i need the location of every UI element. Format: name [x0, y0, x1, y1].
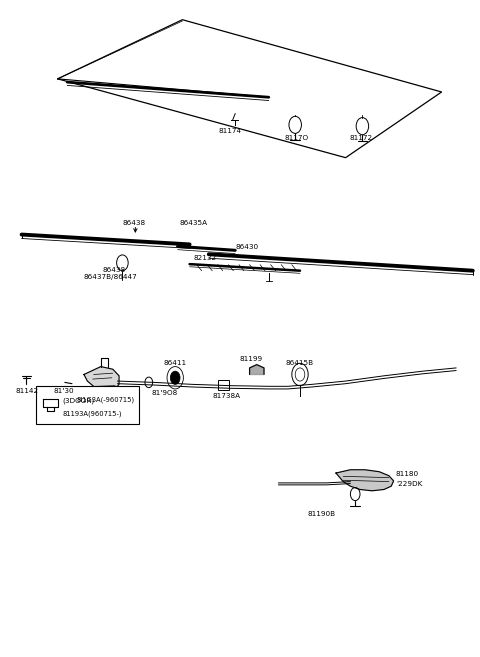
Text: 8117O: 8117O: [284, 135, 308, 141]
Text: 81738A: 81738A: [213, 393, 241, 399]
Bar: [218, 380, 229, 390]
Bar: [36, 386, 139, 424]
Text: 86411: 86411: [163, 360, 186, 367]
Text: 86435A: 86435A: [180, 220, 208, 227]
Text: 86437B/86447: 86437B/86447: [84, 274, 138, 281]
Text: 81172: 81172: [349, 135, 372, 141]
Text: 81190B: 81190B: [307, 510, 336, 517]
Text: '229DK: '229DK: [396, 480, 422, 487]
Polygon shape: [84, 367, 119, 392]
Text: 81174: 81174: [218, 128, 241, 135]
Text: 86438: 86438: [122, 220, 145, 227]
Text: 81'9O8: 81'9O8: [152, 390, 178, 396]
Polygon shape: [336, 470, 394, 491]
Text: 81'30: 81'30: [54, 388, 74, 394]
Text: 81199: 81199: [239, 355, 262, 362]
Text: (3DOOR): (3DOOR): [62, 397, 95, 404]
Text: 8I1G3A(-960715): 8I1G3A(-960715): [77, 397, 135, 403]
Text: 81142: 81142: [16, 388, 39, 394]
Text: 86415B: 86415B: [285, 360, 313, 367]
Text: 86438: 86438: [102, 267, 125, 273]
Text: 86430: 86430: [235, 244, 258, 250]
Polygon shape: [250, 365, 264, 374]
Text: 81193A(960715-): 81193A(960715-): [62, 410, 122, 417]
Circle shape: [170, 371, 180, 384]
Text: 81180: 81180: [396, 471, 419, 478]
Text: 82132: 82132: [193, 254, 216, 261]
